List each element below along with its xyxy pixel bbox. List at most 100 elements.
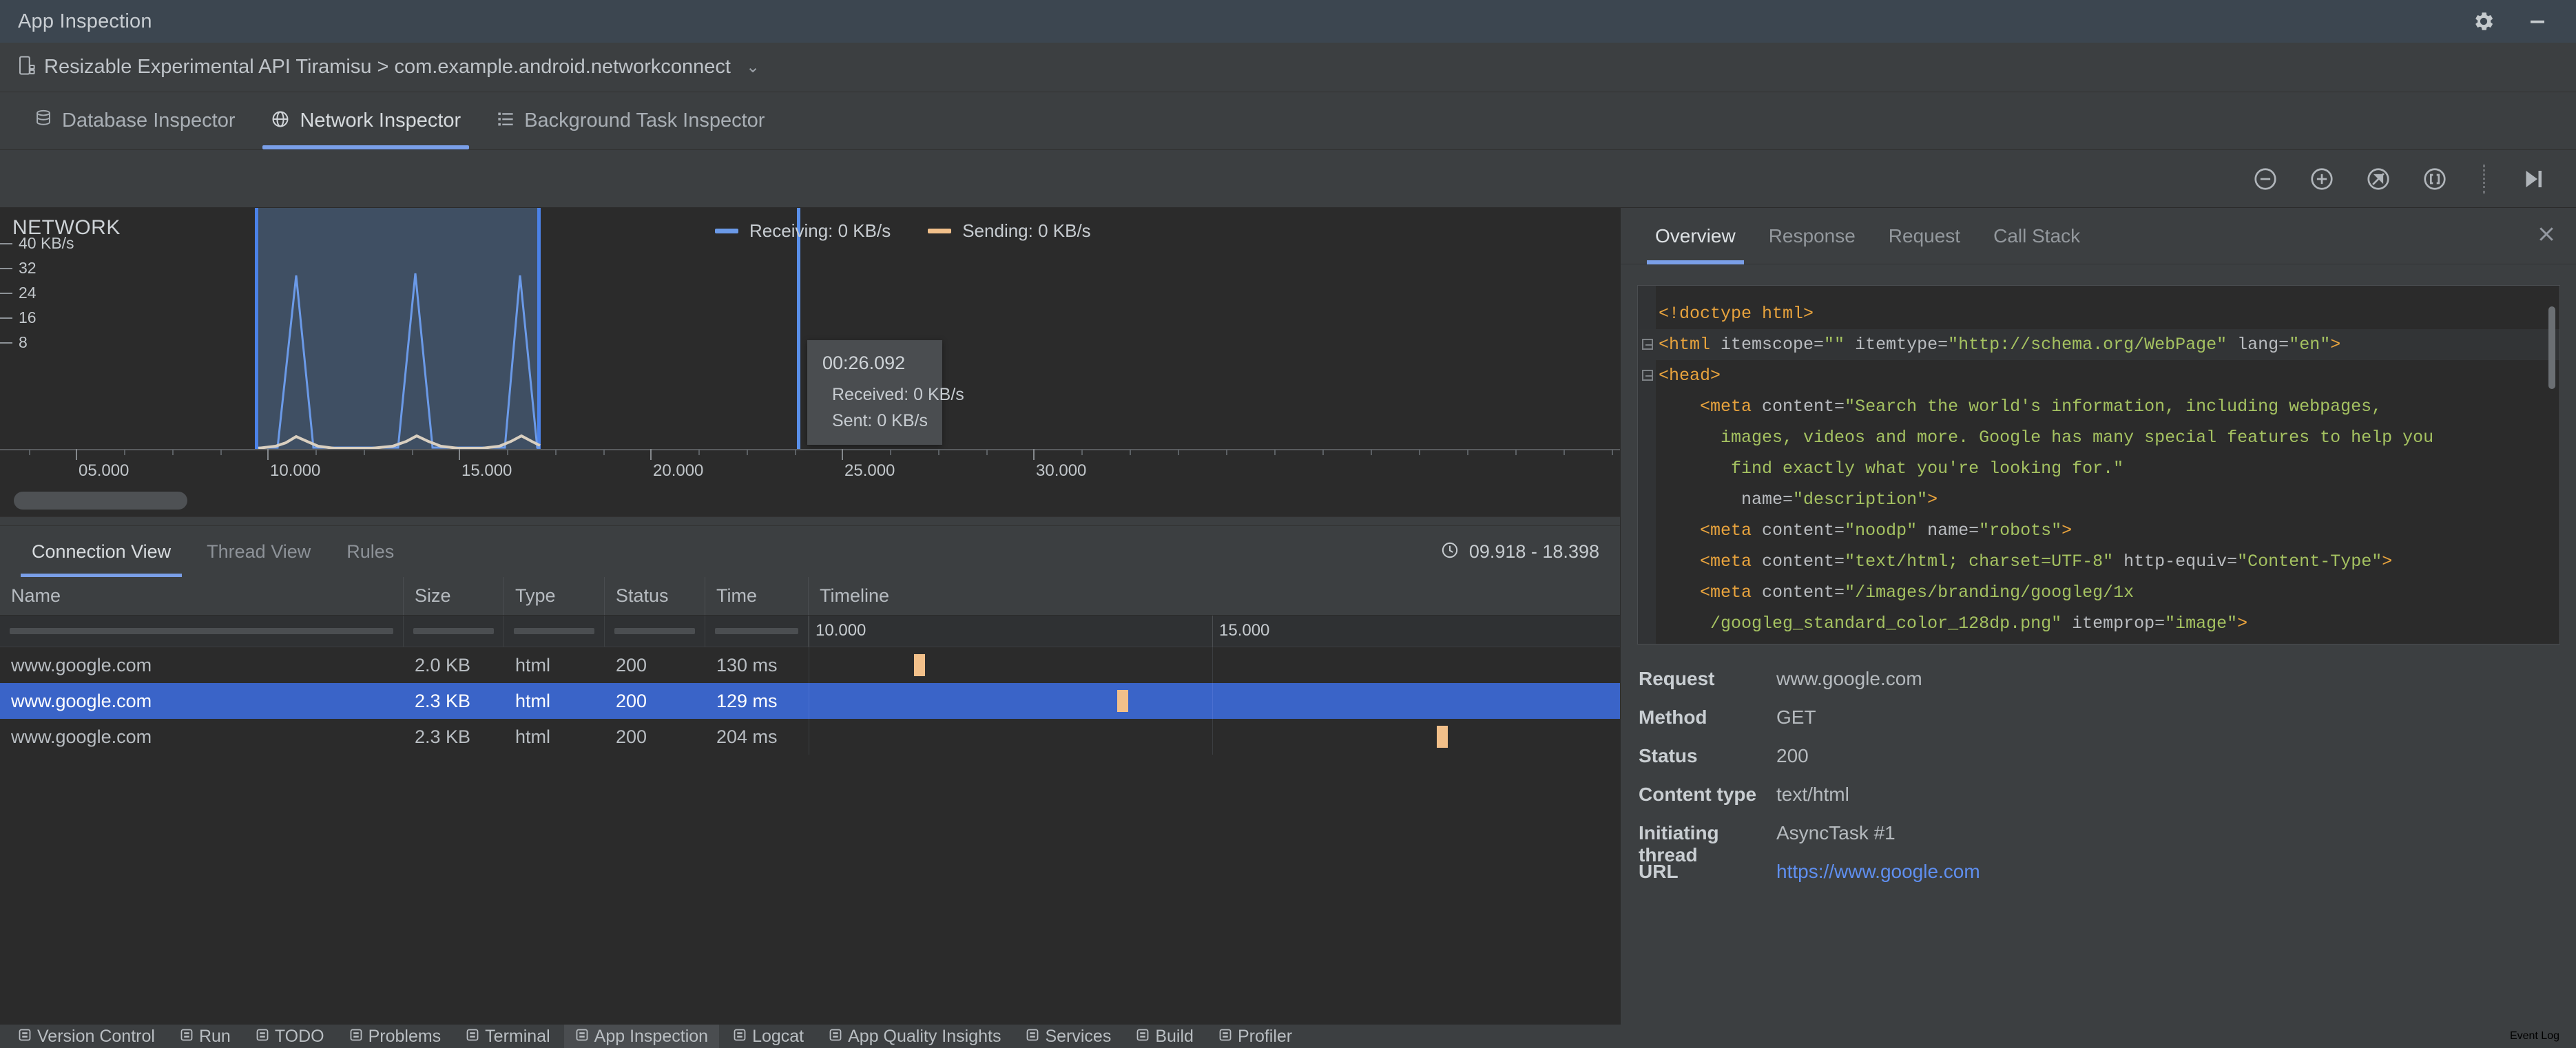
code-token: "Content-Type"	[2237, 552, 2382, 572]
code-fold-icon[interactable]	[1642, 339, 1653, 350]
tool-window-tab[interactable]: Logcat	[722, 1025, 815, 1048]
tool-window-tab[interactable]: App Inspection	[563, 1025, 720, 1048]
clock-icon	[1440, 541, 1460, 563]
code-token: <meta	[1700, 397, 1763, 417]
tool-window-bar: Version Control Run TODO Problems Terminal Ap…	[0, 1025, 2576, 1048]
filter-size[interactable]	[404, 616, 504, 647]
request-detail-list: Request www.google.com Method GET Status…	[1639, 668, 2555, 899]
tab-connection-view[interactable]: Connection View	[14, 526, 189, 577]
title-bar-actions	[2469, 6, 2576, 36]
window-title: App Inspection	[18, 10, 152, 32]
code-token: "image"	[2165, 614, 2238, 633]
column-header-status[interactable]: Status	[605, 577, 705, 615]
column-header-size[interactable]: Size	[404, 577, 504, 615]
settings-icon[interactable]	[2469, 6, 2499, 36]
cell-timeline	[809, 719, 1620, 755]
network-chart[interactable]: NETWORK 40 KB/s 32 24 16 8	[0, 208, 1620, 486]
tool-window-tab-label: Profiler	[1237, 1026, 1293, 1046]
title-bar: App Inspection	[0, 0, 2576, 43]
chart-legend: Receiving: 0 KB/s Sending: 0 KB/s	[715, 220, 1091, 242]
x-tick-label: 20.000	[653, 461, 704, 480]
column-header-time[interactable]: Time	[705, 577, 809, 615]
y-tick-label: 24	[19, 284, 37, 302]
cell-time: 130 ms	[716, 654, 778, 675]
code-token	[1659, 515, 1700, 546]
timeline-scroll-thumb[interactable]	[14, 492, 187, 510]
filter-name[interactable]	[0, 616, 404, 647]
timeline-scroll-strip[interactable]	[0, 486, 1620, 516]
zoom-out-button[interactable]	[2246, 160, 2285, 198]
filter-type[interactable]	[504, 616, 605, 647]
chart-toolbar	[0, 150, 2576, 208]
code-line: <html itemscope= "" itemtype= "http://sche…	[1638, 329, 2559, 360]
tool-window-tab[interactable]: Version Control	[7, 1025, 166, 1048]
cell-timeline	[809, 647, 1620, 683]
detail-key: Request	[1639, 668, 1715, 689]
tool-window-tab[interactable]: Profiler	[1207, 1025, 1303, 1048]
y-tick-label: 16	[19, 308, 37, 326]
code-scrollbar[interactable]	[2548, 306, 2555, 389]
table-row[interactable]: www.google.com 2.3 KB html 200 204 ms	[0, 719, 1620, 755]
zoom-in-button[interactable]	[2303, 160, 2341, 198]
request-bar	[1117, 690, 1128, 712]
code-token: "Search the world's information, includi…	[1845, 397, 2382, 417]
tab-response[interactable]: Response	[1752, 208, 1872, 264]
tool-window-tab[interactable]: App Quality Insights	[818, 1025, 1012, 1048]
response-preview-code[interactable]: <!doctype html> <html itemscope= "" itemty…	[1637, 285, 2560, 644]
logcat-icon	[733, 1028, 747, 1045]
code-token	[1659, 391, 1700, 422]
minimize-icon[interactable]	[2522, 6, 2553, 36]
tab-call-stack[interactable]: Call Stack	[1977, 208, 2097, 264]
close-icon[interactable]	[2536, 224, 2576, 248]
table-filter-row: 10.000 15.000	[0, 616, 1620, 647]
tab-request[interactable]: Request	[1872, 208, 1977, 264]
filter-status[interactable]	[605, 616, 705, 647]
services-icon	[1026, 1028, 1039, 1045]
detail-value-url[interactable]: https://www.google.com	[1776, 861, 1980, 882]
tool-window-tab[interactable]: Services	[1015, 1025, 1122, 1048]
tab-overview[interactable]: Overview	[1639, 208, 1752, 264]
code-line: /googleg_standard_color_128dp.png" itemp…	[1638, 608, 2559, 639]
receiving-swatch	[715, 229, 738, 233]
zoom-to-selection-icon[interactable]	[2416, 160, 2454, 198]
table-row[interactable]: www.google.com 2.3 KB html 200 129 ms	[0, 683, 1620, 719]
detail-row: Request www.google.com	[1639, 668, 2555, 706]
code-token: >	[2061, 521, 2073, 541]
filter-time[interactable]	[705, 616, 809, 647]
code-line: <title>Google</title>	[1638, 639, 2559, 644]
code-line: <meta content= "Search the world's inform…	[1638, 391, 2559, 422]
event-log-button[interactable]: Event Log	[2510, 1030, 2576, 1042]
terminal-icon	[466, 1028, 479, 1045]
reset-zoom-icon[interactable]	[2359, 160, 2398, 198]
tab-network-inspector[interactable]: Network Inspector	[253, 92, 479, 149]
tab-background-task-inspector[interactable]: Background Task Inspector	[479, 92, 782, 149]
insights-icon	[829, 1028, 842, 1045]
tool-window-tab-label: TODO	[274, 1026, 324, 1046]
detail-value: GET	[1776, 706, 1816, 728]
code-line: images, videos and more. Google has many…	[1638, 422, 2559, 453]
table-row[interactable]: www.google.com 2.0 KB html 200 130 ms	[0, 647, 1620, 683]
connections-table: Name Size Type Status Time Timeline 10.0…	[0, 577, 1620, 1025]
tool-window-tab[interactable]: Build	[1125, 1025, 1205, 1048]
code-token: <head>	[1659, 366, 1721, 386]
column-header-type[interactable]: Type	[504, 577, 605, 615]
process-selector[interactable]: Resizable Experimental API Tiramisu > co…	[0, 43, 2576, 92]
detail-row: URL https://www.google.com	[1639, 861, 2555, 899]
pane-divider[interactable]	[0, 516, 1620, 526]
tab-rules[interactable]: Rules	[329, 526, 412, 577]
jump-to-end-icon[interactable]	[2514, 160, 2553, 198]
column-header-name[interactable]: Name	[0, 577, 404, 615]
chevron-down-icon[interactable]: ⌄	[745, 58, 760, 76]
code-fold-icon[interactable]	[1642, 370, 1653, 381]
tool-window-tab[interactable]: Run	[169, 1025, 242, 1048]
request-details-pane: Overview Response Request Call Stack <!d…	[1620, 208, 2576, 1025]
event-log-label: Event Log	[2509, 1030, 2559, 1042]
tool-window-tab[interactable]: Problems	[338, 1025, 453, 1048]
tool-window-tab[interactable]: TODO	[245, 1025, 335, 1048]
tool-window-tab[interactable]: Terminal	[455, 1025, 561, 1048]
inspection-icon	[575, 1028, 589, 1045]
tab-thread-view[interactable]: Thread View	[189, 526, 329, 577]
column-header-timeline[interactable]: Timeline	[820, 585, 890, 606]
tab-database-inspector[interactable]: Database Inspector	[17, 92, 253, 149]
